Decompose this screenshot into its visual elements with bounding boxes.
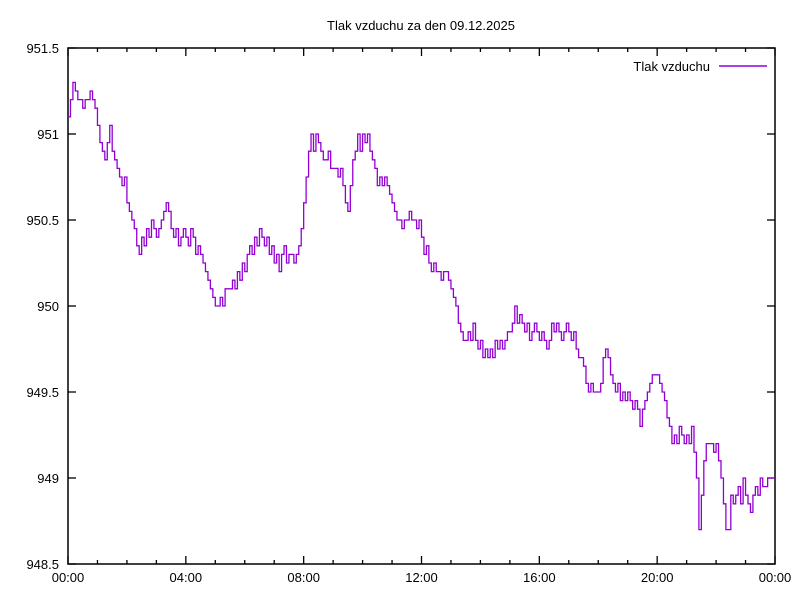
x-axis-tick-label: 20:00	[641, 570, 674, 585]
axis-ticks	[67, 47, 776, 565]
x-axis-tick-label: 00:00	[759, 570, 792, 585]
y-axis-tick-label: 949.5	[26, 385, 59, 400]
legend: Tlak vzduchu	[633, 59, 767, 74]
y-axis-tick-label: 950.5	[26, 213, 59, 228]
y-axis-tick-label: 948.5	[26, 557, 59, 572]
x-axis-tick-label: 08:00	[287, 570, 320, 585]
y-axis-tick-label: 951	[37, 127, 59, 142]
legend-label: Tlak vzduchu	[633, 59, 710, 74]
x-axis-tick-label: 00:00	[52, 570, 85, 585]
plot-border	[67, 47, 776, 565]
chart-title: Tlak vzduchu za den 09.12.2025	[327, 18, 515, 33]
x-axis-tick-label: 04:00	[170, 570, 203, 585]
data-series	[68, 81, 775, 531]
axis-tick-labels: 00:00 04:00 08:00 12:00 16:00 20:00 00:00948.5…	[26, 41, 791, 585]
x-axis-tick-label: 12:00	[405, 570, 438, 585]
y-axis-tick-label: 951.5	[26, 41, 59, 56]
x-axis-tick-label: 16:00	[523, 570, 556, 585]
y-axis-tick-label: 949	[37, 471, 59, 486]
pressure-series-line	[68, 81, 775, 531]
y-axis-tick-label: 950	[37, 299, 59, 314]
